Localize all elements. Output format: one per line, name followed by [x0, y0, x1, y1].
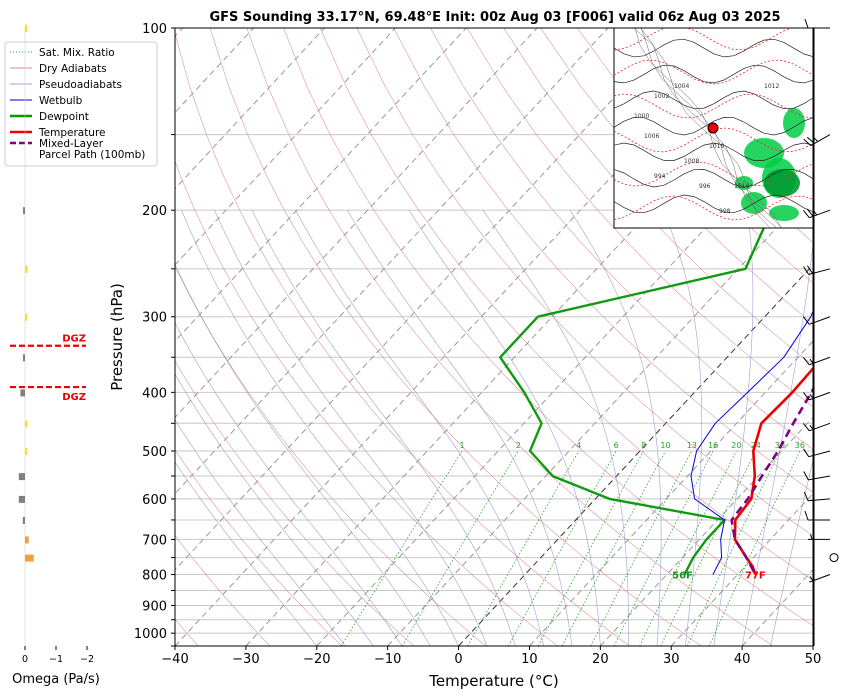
- omega-tick-label: −2: [80, 654, 94, 665]
- omega-bar: [25, 420, 27, 427]
- chart-title: GFS Sounding 33.17°N, 69.48°E Init: 00z …: [209, 10, 780, 25]
- omega-tick-label: −1: [49, 654, 63, 665]
- y-tick-label: 800: [142, 569, 167, 584]
- dgz-label-top: DGZ: [62, 334, 86, 345]
- x-tick-label: −40: [161, 652, 188, 667]
- inset-isobar-label: 1004: [674, 83, 689, 90]
- omega-tick-label: 0: [22, 654, 28, 665]
- x-axis-label: Temperature (°C): [428, 672, 558, 690]
- y-tick-label: 400: [142, 386, 167, 401]
- x-tick-label: 40: [734, 652, 751, 667]
- mixing-ratio-label: 36: [795, 441, 805, 450]
- mixing-ratio-label: 6: [614, 441, 619, 450]
- sounding-location-marker: [708, 123, 718, 133]
- inset-isobar-label: 994: [654, 173, 666, 180]
- legend-label: Wetbulb: [39, 95, 83, 107]
- wind-barb: [805, 19, 830, 28]
- inset-isobar-label: 1008: [684, 158, 699, 165]
- x-tick-label: 0: [454, 652, 462, 667]
- omega-bar: [19, 496, 25, 503]
- x-tick-label: 20: [592, 652, 609, 667]
- x-tick-label: −30: [232, 652, 259, 667]
- inset-isobar-label: 998: [719, 208, 731, 215]
- omega-bar: [25, 536, 29, 543]
- legend: Sat. Mix. Ratio Dry Adiabats Pseudoadiabat…: [5, 42, 157, 166]
- inset-isobar-label: 1000: [634, 113, 649, 120]
- omega-bar: [25, 555, 34, 562]
- y-tick-label: 700: [142, 533, 167, 548]
- wind-barb-calm: [830, 554, 838, 562]
- surface-temperature-label: 77F: [745, 571, 766, 582]
- wind-barb-halfflag: [814, 138, 818, 142]
- y-tick-label: 200: [142, 204, 167, 219]
- x-tick-label: −20: [303, 652, 330, 667]
- x-tick-label: 30: [663, 652, 680, 667]
- y-tick-label: 300: [142, 311, 167, 326]
- inset-isobar-label: 1010: [709, 143, 724, 150]
- inset-isobar-label: 996: [699, 183, 711, 190]
- omega-bar: [20, 389, 25, 396]
- omega-bar: [25, 448, 27, 455]
- precip-area: [783, 108, 805, 138]
- dgz-label-bottom: DGZ: [62, 392, 86, 403]
- dry-adiabat: [834, 28, 862, 646]
- mixing-ratio-label: 16: [708, 441, 718, 450]
- mixing-ratio-label: 2: [516, 441, 521, 450]
- precip-area: [769, 205, 799, 221]
- x-tick-label: −10: [374, 652, 401, 667]
- x-axis-ticks: −40 −30 −20 −10 0 10 20 30 40 50: [161, 646, 821, 667]
- inset-isobar-label: 1002: [654, 93, 669, 100]
- surface-dewpoint-label: 56F: [672, 571, 693, 582]
- y-tick-label: 600: [142, 493, 167, 508]
- omega-bar: [23, 207, 25, 214]
- x-tick-label: 50: [805, 652, 822, 667]
- y-tick-label: 500: [142, 445, 167, 460]
- omega-bar: [19, 473, 25, 480]
- mixing-ratio-label: 20: [731, 441, 741, 450]
- omega-axis-label: Omega (Pa/s): [12, 672, 100, 687]
- mixing-ratio-label: 10: [660, 441, 670, 450]
- y-tick-label: 1000: [134, 627, 167, 642]
- omega-bar: [25, 266, 28, 273]
- mixing-ratio-label: 13: [687, 441, 697, 450]
- omega-bar: [23, 354, 25, 361]
- y-axis-label: Pressure (hPa): [108, 283, 126, 391]
- y-tick-label: 100: [142, 22, 167, 37]
- legend-label: Dewpoint: [39, 111, 89, 123]
- isotherm-line: [813, 28, 862, 646]
- inset-isobar-label: 1014: [734, 183, 749, 190]
- inset-isobar-label: 1012: [764, 83, 779, 90]
- legend-label: Dry Adiabats: [39, 63, 107, 75]
- legend-label: Parcel Path (100mb): [39, 149, 145, 161]
- inset-map: 1000 1002 1004 1006 1008 1010 1012 1014 998 996 99…: [614, 26, 814, 232]
- inset-isobar-label: 1006: [644, 133, 659, 140]
- precip-area: [764, 169, 800, 197]
- mixing-ratio-label: 4: [576, 441, 581, 450]
- mixing-ratio-label: 1: [459, 441, 464, 450]
- omega-bar: [25, 25, 27, 32]
- x-tick-label: 10: [521, 652, 538, 667]
- legend-label: Sat. Mix. Ratio: [39, 47, 115, 59]
- mixing-ratio-label: 8: [641, 441, 646, 450]
- y-tick-label: 900: [142, 599, 167, 614]
- omega-bar: [23, 517, 25, 524]
- omega-bar: [25, 314, 27, 321]
- legend-label: Pseudoadiabats: [39, 79, 122, 91]
- wind-barb-flag: [805, 19, 808, 28]
